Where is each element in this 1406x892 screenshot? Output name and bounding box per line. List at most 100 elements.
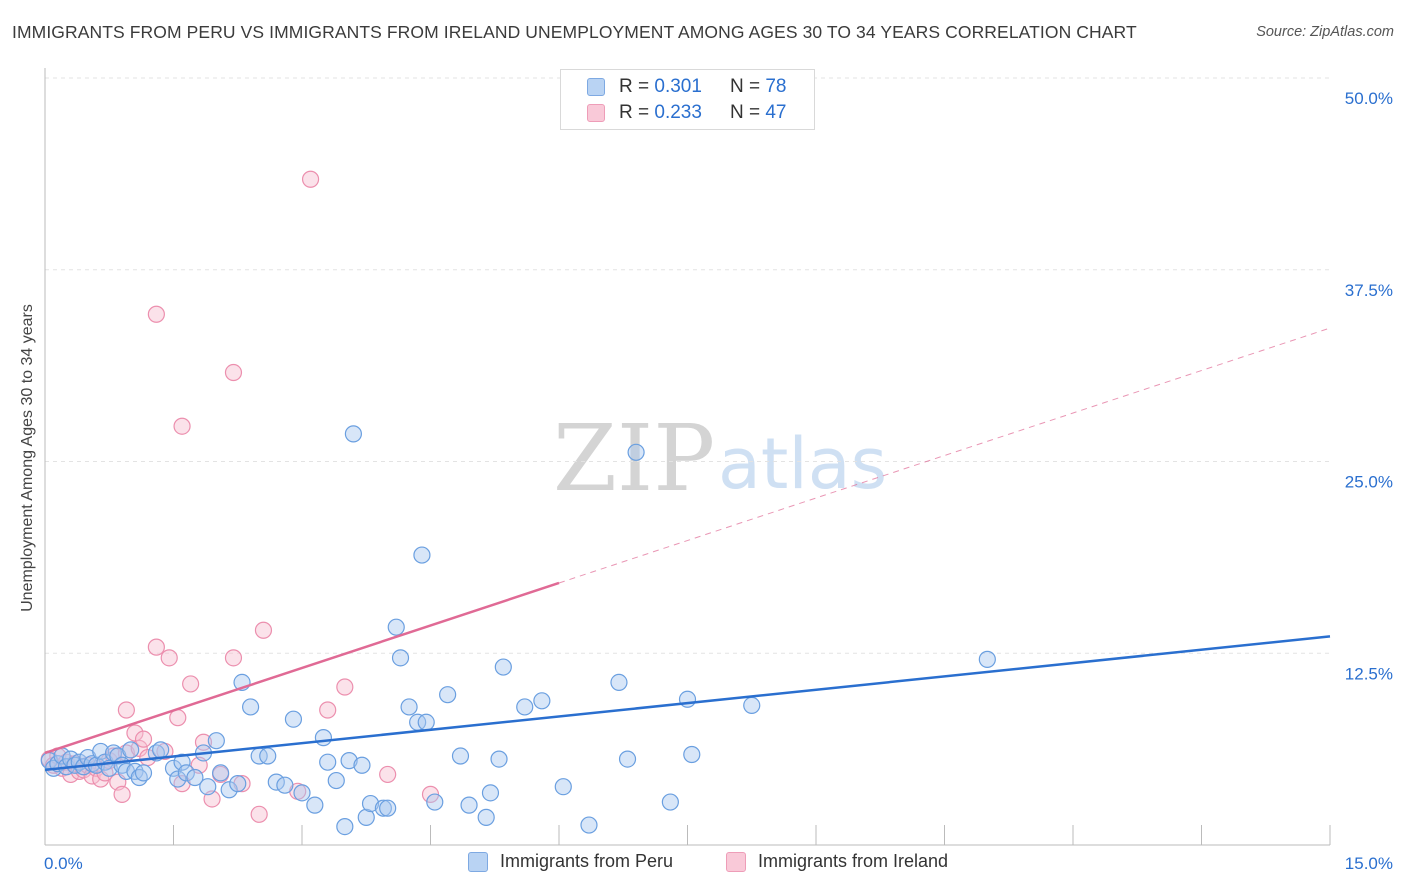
- point-peru: [152, 741, 170, 759]
- point-peru: [199, 778, 217, 796]
- legend-r-label: R =: [619, 76, 650, 97]
- point-peru: [361, 794, 380, 813]
- point-peru: [229, 775, 247, 793]
- point-ireland: [134, 730, 153, 748]
- watermark: ZIP atlas: [553, 405, 887, 512]
- legend-r-value-peru: 0.301: [654, 76, 702, 97]
- y-tick-label: 50.0%: [1345, 89, 1393, 108]
- point-peru: [186, 768, 204, 787]
- legend-swatch-peru: [587, 78, 605, 96]
- point-peru: [978, 650, 996, 668]
- watermark-atlas: atlas: [718, 423, 887, 505]
- source-note: Source: ZipAtlas.com: [1256, 24, 1394, 40]
- point-ireland: [301, 170, 320, 188]
- trend-line-peru: [44, 635, 1331, 772]
- point-peru: [400, 698, 418, 716]
- point-peru: [293, 784, 311, 802]
- legend-n-label: N =: [729, 102, 761, 123]
- chart-title: IMMIGRANTS FROM PERU VS IMMIGRANTS FROM …: [12, 22, 1137, 42]
- point-ireland: [147, 638, 165, 656]
- series-ireland-points: [40, 170, 440, 823]
- point-ireland: [182, 675, 200, 693]
- point-peru: [319, 753, 337, 771]
- bottom-legend-peru: Immigrants from Peru: [468, 851, 673, 872]
- point-peru: [580, 816, 598, 834]
- legend-swatch-ireland: [587, 104, 605, 122]
- point-ireland: [117, 701, 135, 719]
- point-ireland: [113, 785, 131, 803]
- point-ireland: [147, 305, 165, 323]
- point-peru: [169, 770, 187, 788]
- bottom-legend-label-peru: Immigrants from Peru: [500, 851, 674, 871]
- point-peru: [391, 649, 410, 667]
- point-ireland: [379, 765, 397, 784]
- x-tick-label: 15.0%: [1345, 854, 1393, 873]
- legend-n-label: N =: [729, 76, 761, 97]
- point-peru: [357, 808, 375, 826]
- point-peru: [353, 756, 371, 774]
- point-peru: [284, 710, 303, 728]
- point-peru: [134, 764, 153, 782]
- point-peru: [743, 696, 761, 715]
- point-peru: [460, 796, 478, 814]
- point-ireland: [130, 739, 148, 757]
- point-ireland: [224, 649, 243, 667]
- point-peru: [122, 741, 140, 759]
- point-ireland: [224, 363, 243, 382]
- legend-r-label: R =: [619, 102, 650, 123]
- point-peru: [610, 673, 628, 691]
- legend-n-value-peru: 78: [765, 76, 787, 97]
- trend-line-ireland-extension: [558, 327, 1331, 584]
- y-tick-label: 12.5%: [1345, 664, 1393, 683]
- point-peru: [177, 764, 195, 782]
- legend: R = 0.301 N = 78 R = 0.233 N = 47: [560, 69, 815, 130]
- point-peru: [92, 742, 110, 761]
- point-peru: [387, 618, 405, 636]
- point-peru: [627, 443, 645, 461]
- tick-labels: 12.5% 25.0% 37.5% 50.0% 0.0% 15.0%: [44, 89, 1393, 873]
- legend-row-peru: R = 0.301 N = 78: [587, 75, 786, 99]
- point-peru: [276, 776, 294, 794]
- point-ireland: [173, 417, 191, 435]
- point-ireland: [319, 701, 337, 719]
- point-peru: [220, 781, 238, 799]
- point-peru: [207, 732, 225, 750]
- point-peru: [374, 799, 392, 817]
- x-tick-label: 0.0%: [44, 854, 83, 873]
- y-tick-label: 37.5%: [1345, 281, 1393, 300]
- y-tick-label: 25.0%: [1345, 473, 1393, 492]
- point-peru: [242, 698, 260, 716]
- point-peru: [413, 546, 431, 564]
- trend-line-ireland: [44, 581, 560, 755]
- legend-r-value-ireland: 0.233: [654, 102, 702, 123]
- point-peru: [344, 425, 362, 443]
- point-peru: [426, 793, 444, 811]
- point-peru: [417, 713, 435, 731]
- point-peru: [451, 747, 470, 765]
- point-peru: [314, 729, 333, 747]
- bottom-legend-ireland: Immigrants from Ireland: [726, 851, 948, 872]
- bottom-legend-label-ireland: Immigrants from Ireland: [758, 851, 949, 871]
- point-peru: [533, 692, 551, 710]
- point-peru: [327, 771, 345, 790]
- point-peru: [439, 686, 457, 704]
- point-peru: [661, 793, 679, 811]
- point-peru: [173, 753, 191, 771]
- point-peru: [340, 752, 358, 770]
- legend-n-value-ireland: 47: [765, 102, 787, 123]
- legend-row-ireland: R = 0.233 N = 47: [587, 101, 786, 125]
- point-peru: [336, 817, 354, 836]
- point-peru: [212, 764, 230, 782]
- point-ireland: [254, 621, 273, 639]
- watermark-zip: ZIP: [553, 405, 715, 512]
- point-ireland: [160, 649, 178, 667]
- point-peru: [477, 808, 495, 826]
- point-peru: [683, 745, 701, 764]
- point-ireland: [336, 678, 354, 696]
- point-peru: [490, 750, 508, 768]
- bottom-legend-swatch-ireland: [726, 851, 746, 872]
- point-ireland: [250, 805, 268, 823]
- point-peru: [618, 750, 637, 768]
- point-peru: [259, 747, 277, 765]
